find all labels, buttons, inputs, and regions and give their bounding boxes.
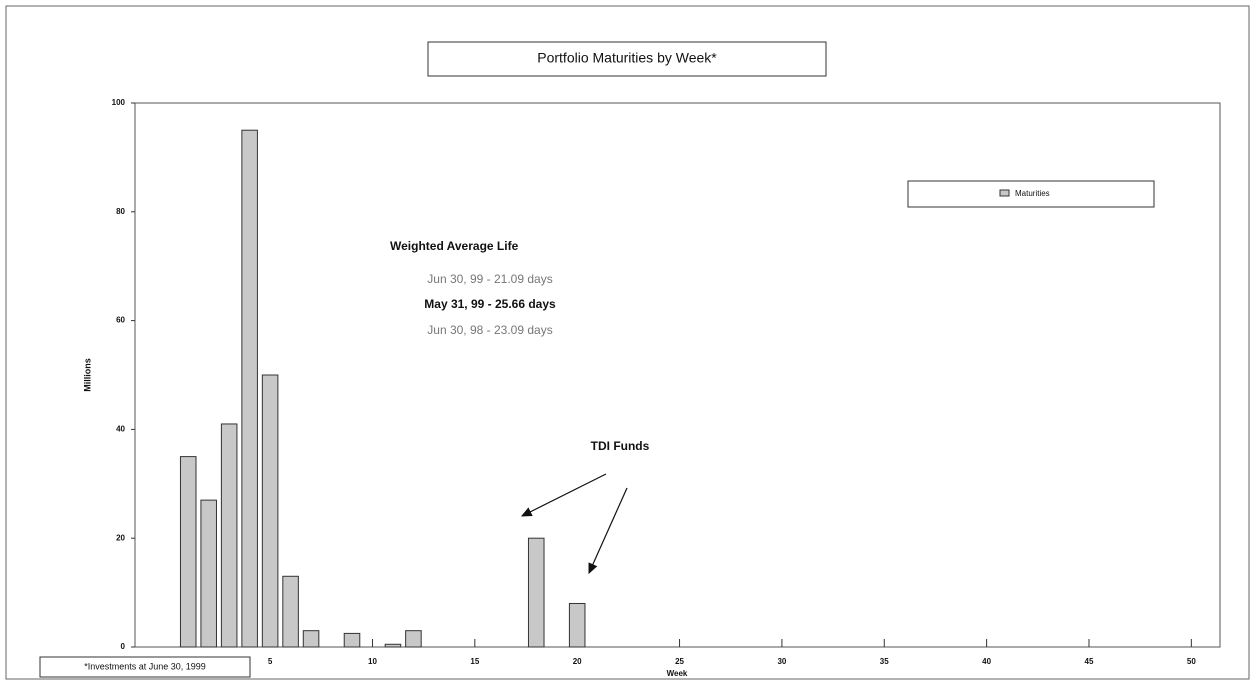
x-tick-label: 5 (268, 657, 273, 666)
x-tick-label: 50 (1187, 657, 1196, 666)
bar (302, 630, 320, 648)
bar (282, 575, 299, 648)
frame (5, 5, 1250, 680)
annotation: TDI Funds (591, 439, 650, 453)
annotation: May 31, 99 - 25.66 days (424, 297, 556, 311)
x-tick-label: 25 (675, 657, 684, 666)
y-tick-label: 60 (116, 316, 125, 325)
bar (220, 423, 238, 648)
x-tick-label: 40 (982, 657, 991, 666)
legend-label: Maturities (1015, 189, 1050, 198)
annotation: Weighted Average Life (390, 239, 519, 253)
x-tick-label: 45 (1085, 657, 1094, 666)
annotation: Jun 30, 99 - 21.09 days (427, 272, 552, 286)
y-tick-label: 100 (112, 98, 126, 107)
chart-title: Portfolio Maturities by Week* (537, 50, 717, 66)
arrow (588, 487, 628, 575)
y-tick-label: 80 (116, 207, 125, 216)
bar (343, 632, 361, 648)
bar (241, 129, 258, 648)
x-tick-label: 35 (880, 657, 889, 666)
footnote: *Investments at June 30, 1999 (84, 661, 206, 671)
footnote-box (39, 656, 251, 678)
legend-swatch (999, 189, 1010, 197)
annotation: Jun 30, 98 - 23.09 days (427, 323, 552, 337)
bar (568, 602, 586, 648)
y-tick-label: 40 (116, 425, 125, 434)
x-tick-label: 10 (368, 657, 377, 666)
y-tick-label: 0 (121, 642, 126, 651)
bar (405, 630, 422, 648)
x-tick-label: 15 (470, 657, 479, 666)
bar (179, 456, 197, 648)
title-box (427, 41, 827, 77)
arrow (520, 473, 607, 517)
y-tick-label: 20 (116, 533, 125, 542)
bar (384, 643, 402, 648)
x-axis-label: Week (667, 669, 688, 678)
bar (200, 499, 217, 648)
legend-box (907, 180, 1155, 208)
x-tick-label: 20 (573, 657, 582, 666)
y-axis-label: Millions (82, 358, 92, 392)
bar (527, 537, 545, 648)
bar (261, 374, 279, 648)
plot-area (134, 102, 1221, 648)
x-tick-label: 30 (777, 657, 786, 666)
